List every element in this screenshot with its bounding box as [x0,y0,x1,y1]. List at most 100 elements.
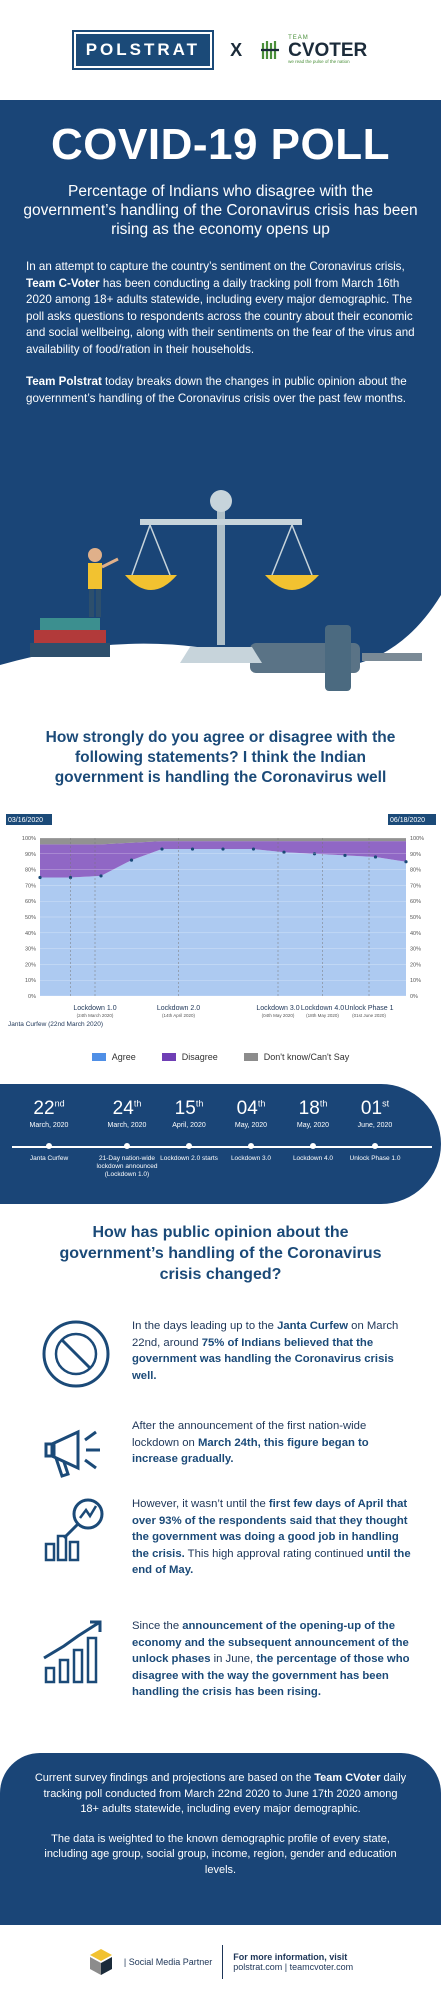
legend-dont-know-swatch [243,1053,258,1061]
y-tick-label: 50% [410,915,421,921]
timeline-dot [248,1143,254,1149]
hero-paragraph-1: In an attempt to capture the country’s s… [26,260,415,356]
no-entry-icon [42,1320,110,1388]
legend-agree-swatch [91,1053,106,1061]
chart-heading: How strongly do you agree or disagree wi… [45,729,396,786]
megaphone-icon [44,1429,100,1478]
cvoter-name: CVOTER [288,40,368,62]
agree-point [190,847,195,851]
logo-separator: X [230,39,243,60]
event-marker-label: Unlock Phase 1 [344,1005,393,1012]
agree-point [99,874,103,878]
timeline-item: 15th April, 2020 Lockdown 2.0 starts [160,1098,218,1162]
y-tick-label: 30% [410,947,421,953]
timeline-dot [124,1143,130,1149]
hero-subtitle: Percentage of Indians who disagree with … [23,183,418,238]
justice-scale-illustration [0,490,441,715]
y-tick-label: 30% [25,947,36,953]
cvoter-logo: TEAM CVOTER we read the pulse of the nat… [260,35,367,65]
legend-disagree: Disagree [161,1052,218,1062]
event-marker-date: (14th April 2020) [162,1013,196,1018]
changed-heading: How has public opinion about the governm… [59,1224,382,1283]
event-marker-date: (24th March 2020) [77,1013,114,1018]
agree-point [221,847,225,851]
event-marker-date: (01st June 2020) [352,1013,386,1018]
event-marker-label: Lockdown 3.0 [256,1005,299,1012]
opinion-point-2: After the announcement of the first nati… [132,1420,369,1465]
cvoter-tagline: we read the pulse of the nation [288,59,350,65]
area-don-t-know-can-t-say [40,838,406,845]
legend-agree: Agree [91,1052,136,1062]
footer-divider [222,1945,224,1979]
agree-point [404,860,408,864]
social-media-partner-label: | Social Media Partner [123,1957,213,1967]
hero-paragraph-2: Team Polstrat today breaks down the chan… [26,375,407,405]
more-info-label: For more information, visit [233,1952,348,1962]
event-marker-date: (18th May 2020) [306,1013,339,1018]
y-tick-label: 20% [410,962,421,968]
agree-point [282,850,286,854]
janta-curfew-label: Janta Curfew (22nd March 2020) [8,1021,103,1028]
y-tick-label: 100% [22,836,36,842]
y-tick-label: 90% [25,852,36,858]
y-tick-label: 90% [410,852,421,858]
y-tick-label: 40% [410,931,421,937]
opinion-point-1: In the days leading up to the Janta Curf… [132,1320,399,1382]
magnified-bar-chart-icon [44,1498,104,1562]
y-tick-label: 20% [25,962,36,968]
timeline-item: 01st June, 2020 Unlock Phase 1.0 [349,1098,401,1162]
agree-point [160,847,164,851]
y-tick-label: 80% [25,868,36,874]
timeline-dot [186,1143,192,1149]
agree-point [251,847,256,851]
y-tick-label: 60% [410,899,421,905]
agree-point [129,858,134,862]
y-tick-label: 0% [28,994,36,1000]
notes-paragraph-2: The data is weighted to the known demogr… [44,1832,397,1876]
page-header: POLSTRAT X TEAM CVOTER we read the pulse… [0,0,441,100]
y-tick-label: 10% [25,978,36,984]
timeline-item: 22nd March, 2020 Janta Curfew [29,1098,69,1162]
footer-links[interactable]: polstrat.com | teamcvoter.com [233,1962,354,1972]
hero-body: In an attempt to capture the country’s s… [26,259,415,407]
agree-point [68,875,73,880]
event-marker-label: Lockdown 4.0 [301,1005,344,1012]
y-tick-label: 100% [410,836,424,842]
chart-legend: Agree Disagree Don't know/Can't Say [0,1052,441,1062]
page-footer: | Social Media Partner For more informat… [0,1925,441,1999]
timeline-item: 18th May, 2020 Lockdown 4.0 [292,1098,334,1162]
timeline-dot [46,1143,52,1149]
polstrat-logo: POLSTRAT [71,30,215,70]
y-tick-label: 70% [25,883,36,889]
notes-paragraph-1: Current survey findings and projections … [34,1772,407,1815]
y-tick-label: 80% [410,868,421,874]
y-tick-label: 10% [410,978,421,984]
rising-chart-icon [43,1620,102,1684]
event-marker-label: Lockdown 1.0 [73,1005,116,1012]
timeline: 22nd March, 2020 Janta Curfew 24th March… [0,1084,441,1204]
hero-section: COVID-19 POLL Percentage of Indians who … [0,100,441,715]
poll-chart: 03/16/2020 06/18/2020 0% 0% 10% 10% 20% 20% 30% 3… [6,808,438,1070]
area-disagree [40,841,406,878]
y-tick-label: 60% [25,899,36,905]
timeline-dot [310,1143,316,1149]
legend-disagree-swatch [161,1053,176,1061]
opinion-point-4: Since the announcement of the opening-up… [132,1620,410,1698]
opinion-point-3: However, it wasn’t until the first few d… [132,1498,411,1576]
footer-info: For more information, visit polstrat.com… [233,1952,353,1972]
chart-start-date: 03/16/2020 [8,817,43,824]
timeline-item: 04th May, 2020 Lockdown 3.0 [230,1098,272,1162]
y-tick-label: 40% [25,931,36,937]
agree-point [373,855,378,859]
hero-title: COVID-19 POLL [51,120,390,169]
y-tick-label: 50% [25,915,36,921]
event-marker-date: (04th May 2020) [262,1013,295,1018]
timeline-dot [372,1143,378,1149]
chart-end-date: 06/18/2020 [390,817,425,824]
area-agree [40,849,406,996]
spr-logo-icon [89,1949,112,1975]
agree-point [38,875,42,880]
methodology-notes: Current survey findings and projections … [0,1753,441,1925]
cvoter-mark-icon [261,41,280,59]
y-tick-label: 0% [410,994,418,1000]
